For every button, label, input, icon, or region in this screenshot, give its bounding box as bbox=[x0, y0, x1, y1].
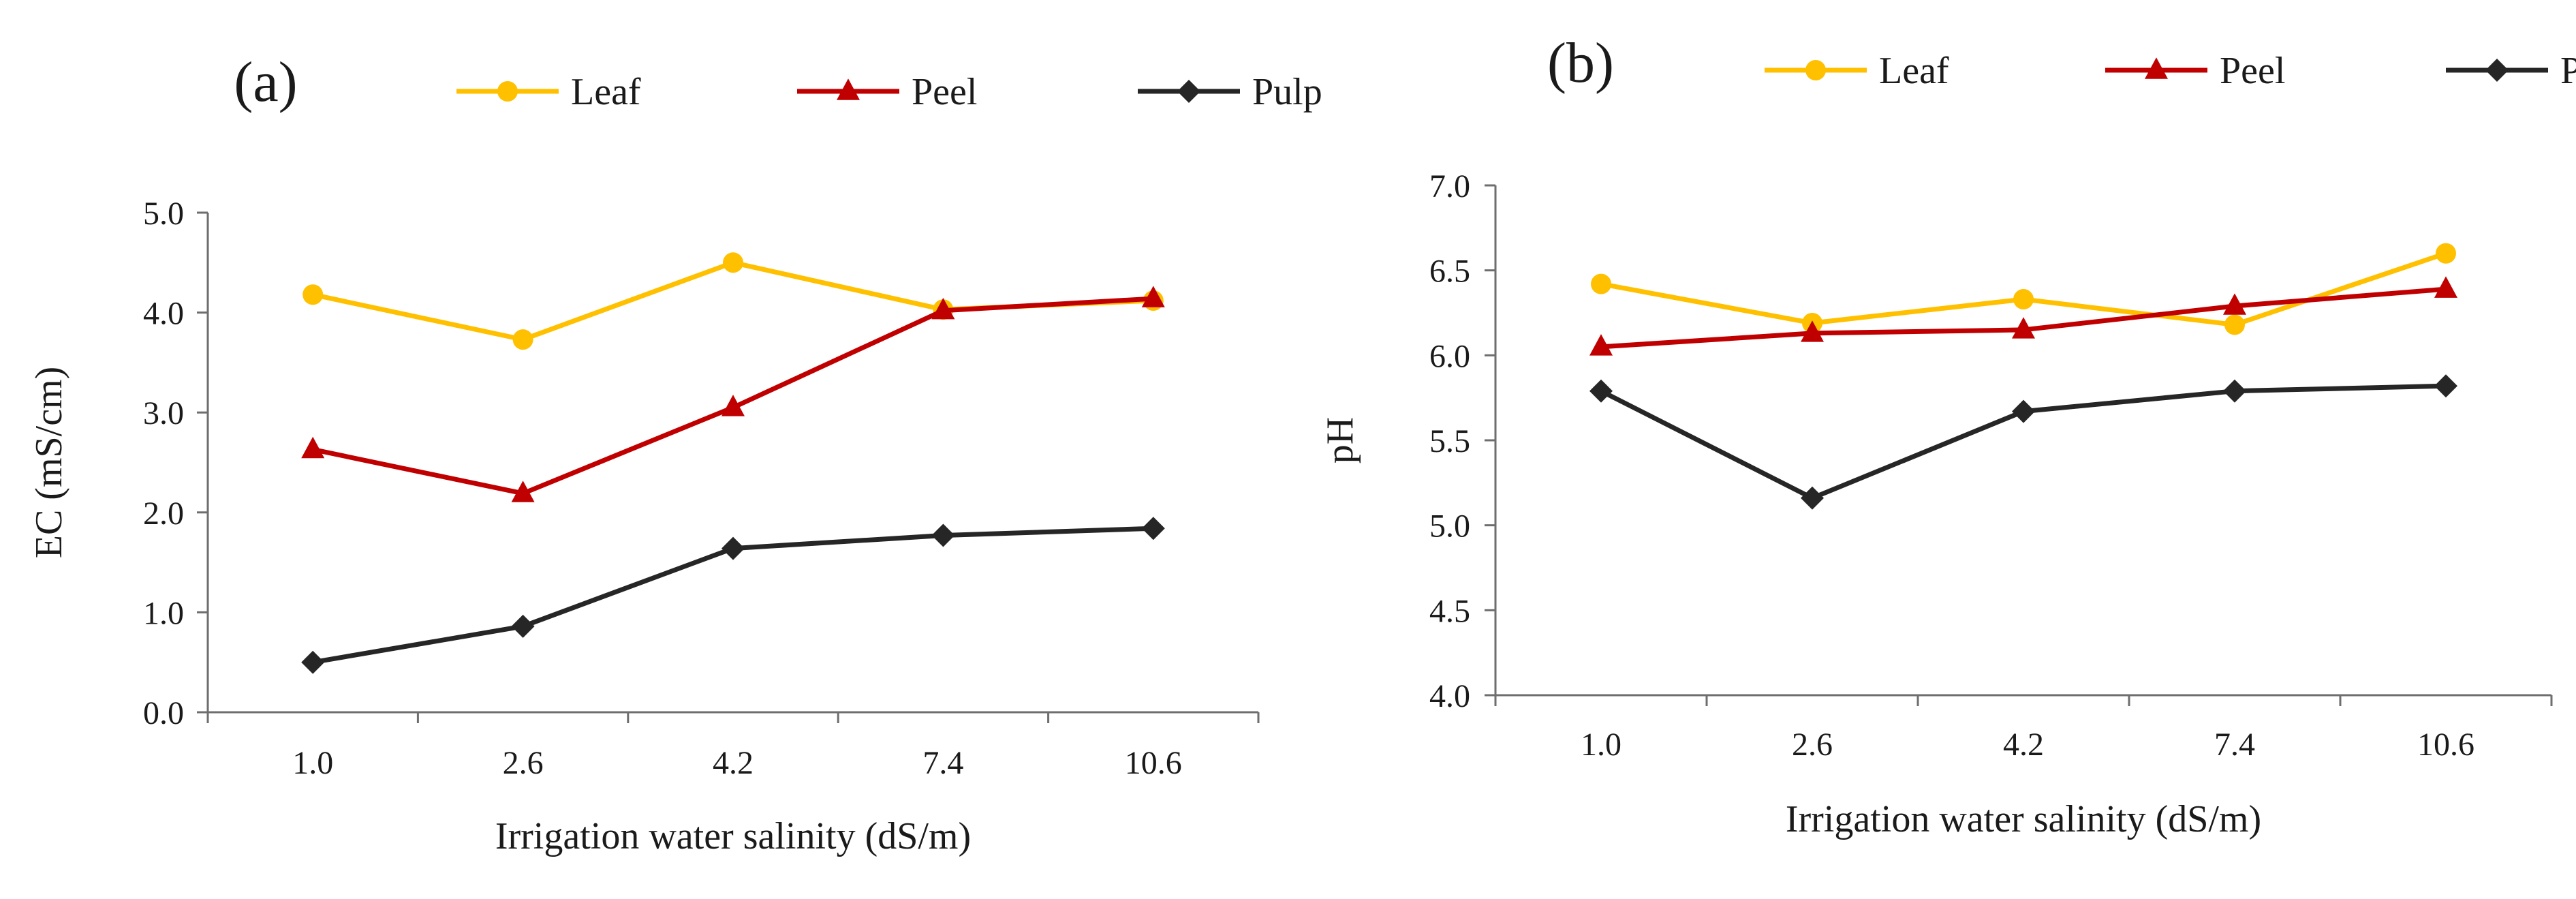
panel-b: 4.0 4.5 5.0 5.5 6.0 6.5 7.0 1.0 2.6 4.2 7.4 10.6 Irr… bbox=[1319, 31, 2576, 840]
y-tick-label: 5.0 bbox=[1429, 508, 1470, 545]
legend-marker-leaf bbox=[1805, 60, 1826, 80]
data-point-leaf bbox=[2436, 243, 2456, 264]
data-point-pulp bbox=[931, 523, 955, 547]
legend-marker-peel bbox=[837, 78, 860, 100]
data-point-peel bbox=[1801, 320, 1824, 342]
legend-marker-leaf bbox=[497, 81, 518, 102]
data-point-pulp bbox=[2434, 374, 2457, 398]
legend: Leaf Peel Pulp bbox=[1765, 50, 2576, 92]
y-tick-label: 0.0 bbox=[143, 695, 184, 731]
data-point-peel bbox=[2012, 317, 2035, 339]
y-tick-label: 3.0 bbox=[143, 395, 184, 431]
panel-a: 0.0 1.0 2.0 3.0 4.0 5.0 1.0 2.6 4.2 7.4 10.6 Irriga… bbox=[28, 50, 1322, 857]
legend-label-pulp: Pulp bbox=[2560, 50, 2576, 92]
data-point-pulp bbox=[2012, 399, 2035, 423]
y-tick-label: 1.0 bbox=[143, 595, 184, 631]
y-axis-title: EC (mS/cm) bbox=[28, 367, 70, 559]
legend-label-pulp: Pulp bbox=[1252, 71, 1322, 113]
data-point-peel bbox=[1589, 334, 1613, 356]
data-point-peel bbox=[1141, 286, 1165, 307]
y-tick-label: 6.0 bbox=[1429, 338, 1470, 374]
data-point-peel bbox=[721, 395, 745, 416]
legend-label-peel: Peel bbox=[2220, 50, 2285, 92]
y-tick-label: 7.0 bbox=[1429, 168, 1470, 204]
data-point-peel bbox=[2223, 293, 2246, 315]
data-point-pulp bbox=[1589, 379, 1613, 403]
panel-label: (a) bbox=[234, 50, 297, 114]
x-tick-label: 10.6 bbox=[1125, 745, 1182, 781]
y-tick-label: 4.0 bbox=[1429, 678, 1470, 714]
y-tick-label: 5.5 bbox=[1429, 423, 1470, 459]
data-point-peel bbox=[2434, 276, 2457, 298]
y-tick-label: 4.0 bbox=[143, 296, 184, 332]
data-point-pulp bbox=[2223, 379, 2246, 403]
x-tick-label: 1.0 bbox=[292, 745, 333, 781]
data-point-leaf bbox=[1591, 273, 1611, 294]
x-tick-label: 10.6 bbox=[2417, 727, 2474, 763]
y-tick-label: 5.0 bbox=[143, 196, 184, 232]
legend-label-peel: Peel bbox=[912, 71, 977, 113]
series-line-leaf bbox=[310, 260, 1156, 342]
legend: Leaf Peel Pulp bbox=[456, 71, 1322, 113]
y-axis-title: pH bbox=[1319, 417, 1361, 463]
data-point-peel bbox=[301, 436, 325, 459]
data-point-pulp bbox=[721, 536, 745, 560]
legend-label-leaf: Leaf bbox=[1879, 50, 1949, 92]
y-tick-label: 6.5 bbox=[1429, 254, 1470, 290]
data-point-pulp bbox=[301, 650, 325, 674]
data-point-pulp bbox=[1141, 517, 1165, 540]
x-tick-label: 2.6 bbox=[503, 745, 544, 781]
y-tick-label: 4.5 bbox=[1429, 593, 1470, 629]
data-point-pulp bbox=[1801, 486, 1824, 510]
legend-label-leaf: Leaf bbox=[571, 71, 641, 113]
x-axis-title: Irrigation water salinity (dS/m) bbox=[495, 815, 971, 857]
data-point-leaf bbox=[512, 329, 533, 350]
data-point-peel bbox=[931, 297, 955, 320]
legend-marker-pulp bbox=[1177, 80, 1200, 103]
x-tick-label: 1.0 bbox=[1581, 727, 1621, 763]
legend-marker-pulp bbox=[2485, 59, 2509, 82]
data-point-leaf bbox=[2224, 314, 2245, 335]
data-point-peel bbox=[511, 481, 535, 502]
y-tick-label: 2.0 bbox=[143, 496, 184, 532]
x-axis-title: Irrigation water salinity (dS/m) bbox=[1786, 798, 2261, 840]
panel-label: (b) bbox=[1547, 31, 1614, 95]
x-tick-label: 7.4 bbox=[922, 745, 963, 781]
data-point-leaf bbox=[723, 252, 743, 273]
data-point-leaf bbox=[302, 284, 324, 305]
legend-marker-peel bbox=[2145, 57, 2168, 79]
x-tick-label: 4.2 bbox=[2003, 727, 2044, 763]
x-tick-label: 7.4 bbox=[2214, 727, 2255, 763]
x-tick-label: 4.2 bbox=[713, 745, 754, 781]
x-tick-label: 2.6 bbox=[1792, 727, 1833, 763]
data-point-pulp bbox=[511, 614, 535, 638]
data-point-leaf bbox=[2013, 289, 2034, 310]
